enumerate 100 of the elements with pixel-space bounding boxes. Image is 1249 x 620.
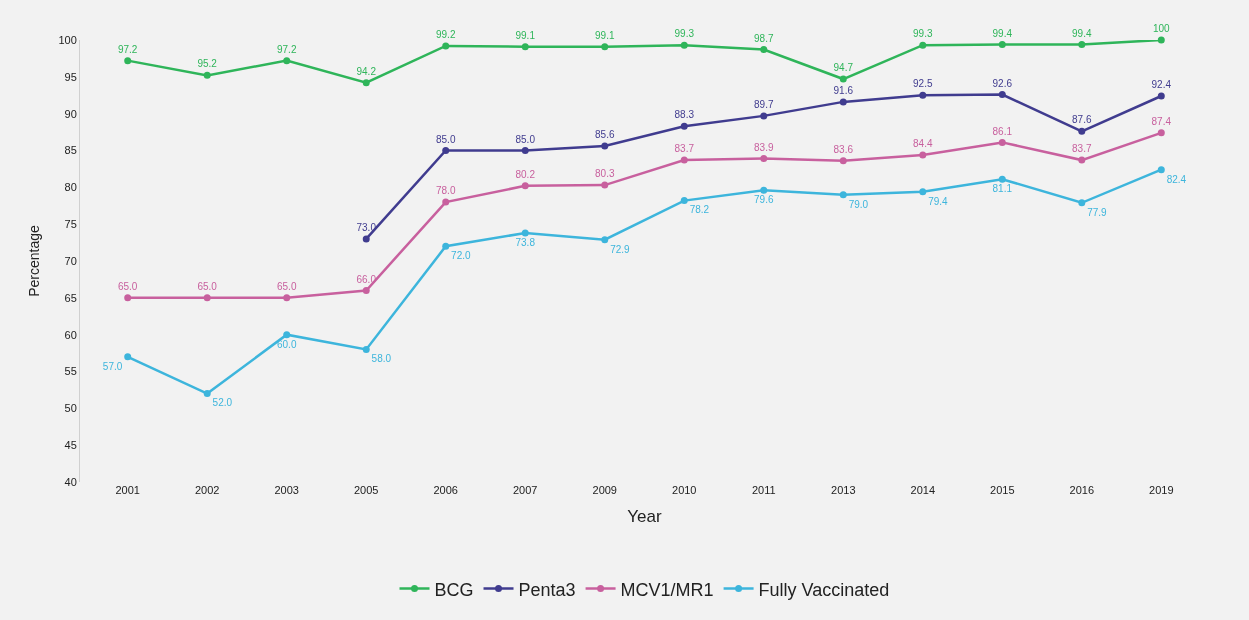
point bbox=[760, 155, 768, 163]
data-label: 100 bbox=[1152, 23, 1171, 35]
point bbox=[521, 147, 529, 154]
data-label: 72.9 bbox=[610, 243, 631, 255]
data-label: 98.7 bbox=[754, 32, 774, 44]
data-label: 85.0 bbox=[436, 133, 456, 145]
data-label: 83.7 bbox=[1072, 143, 1092, 155]
data-label: 99.3 bbox=[674, 28, 695, 40]
point bbox=[1157, 92, 1165, 100]
data-label: 94.7 bbox=[833, 62, 854, 74]
point bbox=[839, 98, 847, 106]
data-label: 86.1 bbox=[992, 125, 1013, 137]
point bbox=[919, 188, 927, 196]
point bbox=[839, 157, 847, 165]
data-label: 85.6 bbox=[595, 129, 615, 141]
data-label: 77.9 bbox=[1087, 206, 1108, 218]
data-label: 65.0 bbox=[197, 280, 218, 292]
data-label: 65.0 bbox=[117, 280, 138, 292]
data-label: 83.7 bbox=[674, 143, 695, 155]
data-label: 97.2 bbox=[117, 43, 138, 55]
point bbox=[124, 57, 132, 65]
point bbox=[919, 41, 927, 49]
x-tick-label: 2016 bbox=[1069, 484, 1095, 496]
legend-label: Penta3 bbox=[518, 579, 576, 600]
data-label: 85.0 bbox=[515, 133, 536, 145]
y-tick-label: 100 bbox=[58, 33, 77, 46]
data-label: 72.0 bbox=[451, 250, 472, 262]
y-tick-label: 80 bbox=[64, 181, 77, 194]
data-label: 52.0 bbox=[212, 397, 233, 409]
point bbox=[760, 112, 768, 120]
y-axis-title: Percentage bbox=[26, 224, 43, 297]
point bbox=[362, 235, 370, 243]
y-tick-label: 45 bbox=[64, 439, 77, 452]
data-label: 83.9 bbox=[754, 141, 774, 153]
y-tick-label: 55 bbox=[64, 365, 77, 378]
point bbox=[283, 57, 291, 65]
x-tick-label: 2005 bbox=[353, 484, 379, 496]
data-label: 92.5 bbox=[913, 78, 933, 90]
y-tick-label: 95 bbox=[64, 70, 77, 83]
point bbox=[442, 42, 450, 50]
x-tick-label: 2013 bbox=[831, 484, 856, 496]
data-label: 78.2 bbox=[689, 204, 710, 216]
point bbox=[601, 43, 609, 51]
point bbox=[998, 91, 1006, 99]
point bbox=[1157, 166, 1165, 174]
data-label: 81.1 bbox=[992, 183, 1013, 195]
x-tick-label: 2019 bbox=[1149, 484, 1174, 496]
point bbox=[1157, 129, 1165, 137]
point bbox=[521, 182, 529, 190]
data-label: 57.0 bbox=[102, 360, 123, 372]
point bbox=[124, 353, 132, 361]
x-tick-label: 2009 bbox=[592, 484, 617, 496]
point bbox=[760, 186, 768, 194]
data-label: 97.2 bbox=[276, 43, 297, 55]
point bbox=[680, 156, 688, 164]
point bbox=[442, 147, 450, 154]
x-tick-label: 2003 bbox=[274, 484, 299, 496]
x-tick-label: 2007 bbox=[513, 484, 538, 496]
data-label: 80.2 bbox=[515, 168, 536, 180]
data-label: 99.4 bbox=[1072, 27, 1092, 39]
x-tick-label: 2014 bbox=[910, 484, 936, 496]
point bbox=[680, 41, 688, 49]
point bbox=[442, 242, 450, 250]
point bbox=[362, 286, 370, 294]
data-label: 99.2 bbox=[436, 29, 456, 41]
data-label: 80.3 bbox=[595, 168, 615, 180]
point bbox=[919, 151, 927, 159]
point bbox=[998, 175, 1006, 183]
point bbox=[203, 294, 211, 302]
point bbox=[601, 181, 609, 189]
point bbox=[919, 91, 927, 99]
x-tick-label: 2015 bbox=[990, 484, 1015, 496]
data-label: 91.6 bbox=[833, 85, 854, 97]
point bbox=[521, 229, 529, 237]
y-tick-label: 60 bbox=[64, 328, 77, 341]
x-axis-title: Year bbox=[627, 507, 663, 527]
point bbox=[839, 75, 847, 83]
legend-label: MCV1/MR1 bbox=[620, 579, 714, 600]
point bbox=[362, 79, 370, 87]
point bbox=[998, 138, 1006, 146]
data-label: 87.4 bbox=[1151, 115, 1172, 127]
x-tick-label: 2011 bbox=[751, 484, 776, 496]
x-tick-label: 2006 bbox=[433, 484, 458, 496]
data-label: 84.4 bbox=[913, 138, 933, 150]
point bbox=[839, 191, 847, 199]
point bbox=[283, 331, 291, 339]
data-label: 78.0 bbox=[436, 185, 456, 197]
data-label: 60.0 bbox=[276, 338, 297, 350]
y-tick-label: 85 bbox=[64, 144, 77, 157]
data-label: 82.4 bbox=[1166, 173, 1187, 185]
data-label: 99.3 bbox=[913, 28, 933, 40]
x-tick-label: 2010 bbox=[672, 484, 697, 496]
data-label: 87.6 bbox=[1072, 114, 1092, 126]
point bbox=[760, 46, 768, 54]
data-label: 88.3 bbox=[674, 109, 695, 121]
point bbox=[1157, 36, 1165, 44]
data-label: 94.2 bbox=[356, 65, 377, 77]
point bbox=[680, 122, 688, 130]
y-tick-label: 70 bbox=[64, 254, 77, 267]
y-tick-label: 50 bbox=[64, 402, 77, 415]
